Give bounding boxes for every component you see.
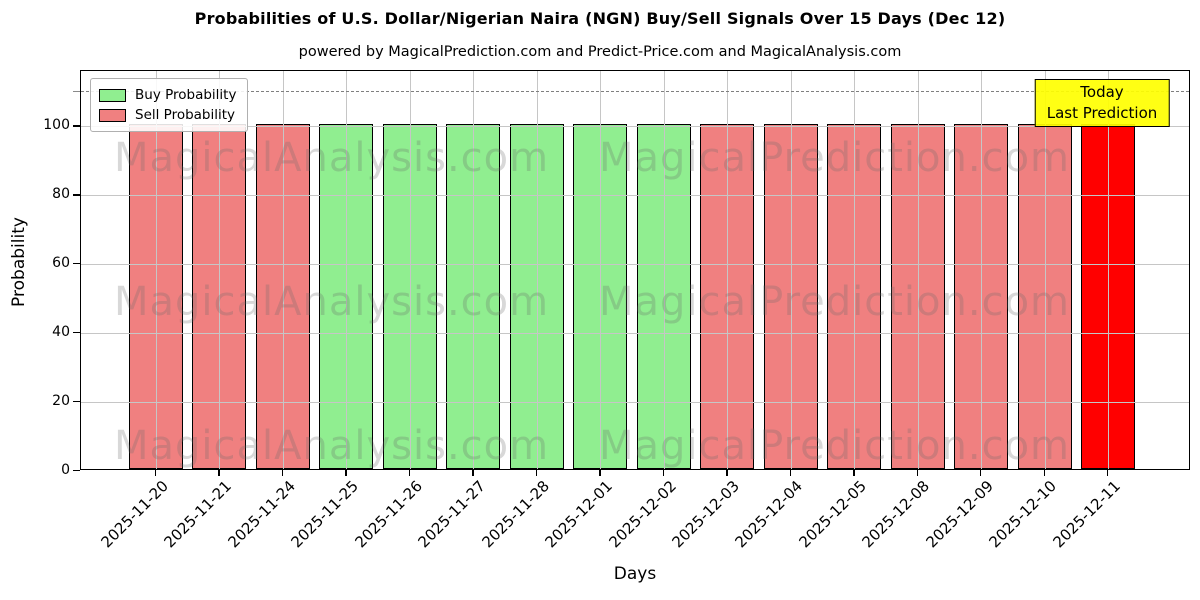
x-tick <box>408 470 411 476</box>
chart-subtitle: powered by MagicalPrediction.com and Pre… <box>298 44 902 60</box>
x-tick <box>853 470 855 476</box>
x-tick <box>789 470 792 476</box>
grid-line-vertical <box>854 71 856 469</box>
x-tick-label: 2025-11-28 <box>478 477 553 552</box>
y-tick <box>73 332 80 334</box>
sell-swatch-icon <box>99 108 126 122</box>
grid-line-vertical <box>727 71 729 469</box>
grid-line-vertical <box>156 71 157 469</box>
x-tick-label: 2025-12-03 <box>668 477 743 552</box>
x-tick <box>726 470 728 476</box>
y-tick-label: 60 <box>52 254 70 271</box>
grid-line-vertical <box>600 71 602 469</box>
y-tick-label: 20 <box>52 392 70 409</box>
grid-line-vertical <box>917 71 919 469</box>
y-tick-label: 80 <box>52 185 70 202</box>
x-tick-label: 2025-12-08 <box>858 477 934 552</box>
today-annotation: Today Last Prediction <box>1034 79 1170 127</box>
x-tick-label: 2025-12-11 <box>1049 477 1124 552</box>
y-tick <box>73 470 80 472</box>
x-tick <box>472 470 474 476</box>
grid-line-vertical <box>409 71 411 469</box>
y-tick <box>73 401 80 403</box>
grid-line-vertical <box>282 71 284 469</box>
x-tick-label: 2025-12-02 <box>605 477 680 552</box>
x-tick <box>1106 470 1109 476</box>
x-tick-label: 2025-12-10 <box>985 477 1061 552</box>
x-tick <box>599 470 601 476</box>
x-tick-label: 2025-11-20 <box>97 477 172 552</box>
y-tick-dashed-level <box>73 90 80 93</box>
x-tick-label: 2025-12-05 <box>795 477 870 552</box>
x-tick-label: 2025-12-04 <box>732 477 807 552</box>
grid-line-vertical <box>1044 71 1046 469</box>
grid-line-vertical <box>1107 71 1109 469</box>
x-tick-label: 2025-12-01 <box>541 477 616 552</box>
plot-area: Buy Probability Sell Probability Today L… <box>80 70 1190 470</box>
x-tick-label: 2025-11-25 <box>287 477 363 552</box>
watermark-left: MagicalAnalysis.com <box>114 279 550 325</box>
legend-label-buy: Buy Probability <box>135 87 237 103</box>
y-tick <box>73 125 80 127</box>
x-tick-label: 2025-11-27 <box>414 477 490 552</box>
grid-line-vertical <box>663 71 665 469</box>
legend: Buy Probability Sell Probability <box>90 78 249 132</box>
x-tick-label: 2025-11-24 <box>224 477 299 552</box>
x-tick <box>281 470 284 476</box>
grid-line-vertical <box>346 71 348 469</box>
y-tick-label: 100 <box>43 116 70 133</box>
x-tick <box>535 470 538 476</box>
watermark-left: MagicalAnalysis.com <box>114 423 550 469</box>
x-tick <box>155 470 157 476</box>
watermark-left: MagicalAnalysis.com <box>114 135 550 181</box>
legend-label-sell: Sell Probability <box>135 107 236 123</box>
x-tick <box>345 470 347 476</box>
y-tick <box>73 263 80 265</box>
grid-line-horizontal <box>81 264 1189 266</box>
grid-line-horizontal <box>81 126 1189 128</box>
grid-line-horizontal <box>81 195 1189 197</box>
today-annotation-line2: Last Prediction <box>1046 104 1158 122</box>
watermark-right: MagicalPrediction.com <box>599 279 1070 325</box>
watermark-right: MagicalPrediction.com <box>599 135 1070 181</box>
chart-title: Probabilities of U.S. Dollar/Nigerian Na… <box>194 9 1006 28</box>
x-tick <box>218 470 220 476</box>
grid-line-vertical <box>981 71 983 469</box>
y-tick <box>73 194 80 196</box>
x-tick <box>1043 470 1045 476</box>
grid-line-horizontal <box>81 402 1189 404</box>
watermark-right: MagicalPrediction.com <box>599 423 1070 469</box>
x-tick <box>916 470 918 476</box>
y-tick-label: 0 <box>61 461 70 478</box>
grid-line-horizontal <box>81 333 1189 335</box>
buy-swatch-icon <box>99 88 126 102</box>
x-tick <box>662 470 665 476</box>
legend-item-sell: Sell Probability <box>99 105 236 125</box>
grid-line-vertical <box>790 71 792 469</box>
legend-item-buy: Buy Probability <box>99 85 236 105</box>
y-tick-label: 40 <box>52 323 70 340</box>
today-annotation-line1: Today <box>1080 83 1124 101</box>
dashed-threshold-line <box>81 90 1189 92</box>
grid-line-vertical <box>536 71 538 469</box>
grid-line-vertical <box>473 71 475 469</box>
grid-line-vertical <box>219 71 221 469</box>
x-tick-label: 2025-12-09 <box>922 477 997 552</box>
x-tick-label: 2025-11-21 <box>160 477 236 552</box>
x-tick-label: 2025-11-26 <box>351 477 426 552</box>
x-axis-label: Days <box>613 564 657 584</box>
x-tick <box>980 470 982 476</box>
